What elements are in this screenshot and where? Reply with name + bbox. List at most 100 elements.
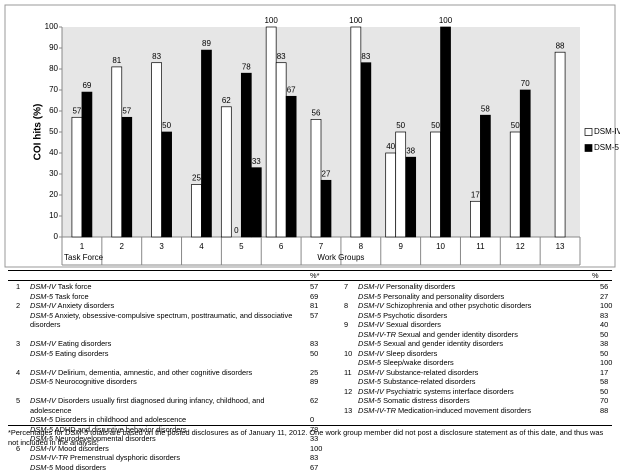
- row-abbr: DSM-5: [358, 396, 381, 405]
- row-pct: 57: [302, 282, 318, 292]
- row-text: Substance-related disorders: [383, 377, 475, 386]
- value-label: 81: [112, 56, 121, 65]
- bar: [82, 92, 92, 237]
- value-label: 40: [386, 142, 395, 151]
- value-label: 25: [192, 174, 201, 183]
- row-label: DSM-IV Psychiatric systems interface dis…: [358, 387, 592, 397]
- row-pct: 88: [592, 406, 608, 416]
- legend-label: DSM-IV: [594, 127, 620, 136]
- row-abbr: DSM-IV: [358, 320, 384, 329]
- bar: [321, 180, 331, 237]
- value-label: 78: [242, 62, 251, 71]
- row-label: DSM-IV Substance-related disorders: [358, 368, 592, 378]
- group-label: Task Force: [64, 253, 104, 262]
- value-label: 50: [511, 121, 520, 130]
- row-label: DSM-IV Eating disorders: [30, 339, 302, 349]
- row-abbr: DSM-IV: [358, 387, 384, 396]
- y-tick-label: 10: [49, 211, 58, 220]
- row-number: 8: [336, 301, 358, 311]
- bar: [122, 117, 132, 237]
- row-pct: 50: [592, 349, 608, 359]
- bar: [221, 107, 231, 237]
- footnote-text: totals are based on the posted disclosur…: [8, 428, 603, 447]
- row-label: DSM-IV-TR Medication-induced movement di…: [358, 406, 592, 416]
- row-text: Sleep disorders: [386, 349, 437, 358]
- chart: COI hits (%) 010203040506070809010015769…: [0, 0, 620, 270]
- row-pct: 50: [592, 330, 608, 340]
- row-number: [8, 415, 30, 425]
- row-pct: 83: [302, 339, 318, 349]
- value-label: 100: [349, 16, 363, 25]
- y-tick-label: 30: [49, 169, 58, 178]
- row-text: Psychiatric systems interface disorders: [386, 387, 514, 396]
- bar: [162, 132, 172, 237]
- row-pct: 40: [592, 320, 608, 330]
- row-abbr: DSM-5: [30, 349, 53, 358]
- row-abbr: DSM-5: [358, 292, 381, 301]
- value-label: 0: [234, 226, 239, 235]
- row-text: Disorders in childhood and adolescence: [55, 415, 186, 424]
- row-abbr: DSM-5: [358, 377, 381, 386]
- bar: [276, 63, 286, 237]
- bar: [191, 185, 201, 238]
- row-pct: 81: [302, 301, 318, 311]
- footnote: *Percentages for DSM-5 totals are based …: [8, 428, 612, 447]
- value-label: 70: [521, 79, 530, 88]
- row-abbr: DSM-IV-TR: [30, 453, 68, 462]
- row-pct: 100: [592, 301, 612, 311]
- row-text: Mood disorders: [55, 463, 106, 472]
- row-label: DSM-5 Somatic distress disorders: [358, 396, 592, 406]
- row-abbr: DSM-IV: [30, 339, 56, 348]
- row-text: Anxiety, obsessive-compulsive spectrum, …: [30, 311, 292, 330]
- x-tick-label: 3: [159, 242, 164, 251]
- row-label: DSM-5 Neurocognitive disorders: [30, 377, 302, 387]
- row-label: DSM-5 Task force: [30, 292, 302, 302]
- footnote-text: *Percentages for: [8, 428, 65, 437]
- x-tick-label: 12: [516, 242, 525, 251]
- bar: [361, 63, 371, 237]
- row-text: Substance-related disorders: [386, 368, 478, 377]
- row-pct: 56: [592, 282, 608, 292]
- row-abbr: DSM-5: [30, 292, 53, 301]
- table-header: %* %: [8, 271, 612, 281]
- row-label: DSM-IV-TR Sexual and gender identity dis…: [358, 330, 592, 340]
- row-text: Disorders usually first diagnosed during…: [30, 396, 264, 415]
- group-label: Work Groups: [317, 253, 364, 262]
- row-label: DSM-IV Disorders usually first diagnosed…: [30, 396, 302, 415]
- row-number: 1: [8, 282, 30, 292]
- row-number: [336, 358, 358, 368]
- value-label: 62: [222, 96, 231, 105]
- x-tick-label: 6: [279, 242, 284, 251]
- row-abbr: DSM-IV: [358, 282, 384, 291]
- row-pct: 83: [302, 453, 318, 463]
- y-tick-label: 80: [49, 64, 58, 73]
- value-label: 88: [556, 41, 565, 50]
- x-tick-label: 8: [359, 242, 364, 251]
- row-number: 3: [8, 339, 30, 349]
- row-number: [8, 349, 30, 359]
- row-text: Task force: [55, 292, 89, 301]
- row-abbr: DSM-IV: [30, 368, 56, 377]
- x-tick-label: 2: [120, 242, 125, 251]
- x-tick-label: 11: [476, 242, 485, 251]
- row-abbr: DSM-IV: [30, 282, 56, 291]
- row-pct: 38: [592, 339, 608, 349]
- row-pct: 89: [302, 377, 318, 387]
- row-label: DSM-IV Task force: [30, 282, 302, 292]
- value-label: 58: [481, 104, 490, 113]
- row-number: [336, 377, 358, 387]
- row-abbr: DSM-IV-TR: [358, 330, 396, 339]
- row-abbr: DSM-5: [30, 463, 53, 472]
- row-pct: 27: [592, 292, 608, 302]
- y-tick-label: 60: [49, 106, 58, 115]
- y-tick-label: 40: [49, 148, 58, 157]
